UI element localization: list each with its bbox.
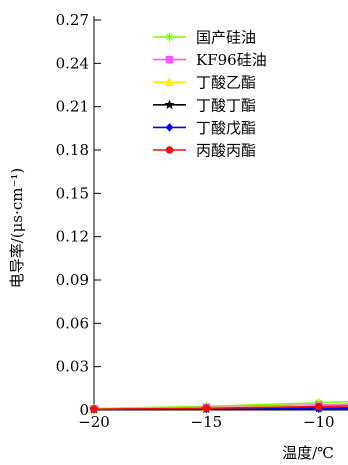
y-tick-label: 0.21: [56, 98, 89, 116]
legend-item: 国产硅油: [153, 29, 256, 47]
data-point: [90, 405, 98, 413]
marker-diamond: [165, 123, 174, 132]
legend-item: 丁酸乙酯: [153, 74, 256, 92]
y-tick-label: 0.09: [56, 271, 89, 289]
y-tick-label: 0.18: [56, 141, 89, 159]
legend-label: 丁酸乙酯: [196, 74, 256, 92]
legend-marker: [164, 77, 175, 86]
y-tick-label: 0: [79, 401, 89, 419]
marker-circle: [90, 405, 98, 413]
series-line: [93, 405, 348, 410]
legend-label: 丙酸丙酯: [196, 142, 256, 160]
series-layer: [88, 398, 348, 414]
legend-item: 丁酸丁酯: [153, 96, 256, 114]
y-tick-label: 0.12: [56, 228, 89, 246]
axes: 0 0.03 0.06 0.09 0.12 0.15 0.18 0.21 0.24 0.27 −20…: [56, 11, 348, 431]
data-point: [314, 402, 323, 411]
legend-item: 丙酸丙酯: [153, 142, 256, 160]
legend-marker: [165, 32, 174, 42]
series-6: [90, 402, 348, 413]
data-point: [202, 404, 211, 413]
legend-label: 丁酸丁酯: [196, 96, 256, 114]
marker-star: [164, 99, 175, 110]
y-tick-label: 0.06: [56, 314, 89, 332]
x-tick-label: −10: [303, 413, 335, 431]
legend-label: KF96硅油: [196, 51, 267, 69]
marker-triangle: [164, 77, 175, 86]
marker-square: [165, 55, 174, 64]
y-axis-label: 电导率/(μs·cm⁻¹): [8, 168, 26, 289]
legend-marker: [165, 55, 174, 64]
legend-item: 丁酸戊酯: [153, 119, 256, 137]
legend-marker: [164, 99, 175, 110]
y-tick-label: 0.15: [56, 184, 89, 202]
marker-circle: [202, 404, 211, 413]
marker-asterisk-stroke: [166, 33, 173, 41]
x-tick-label: −20: [78, 413, 110, 431]
y-tick-label: 0.03: [56, 358, 89, 376]
legend-label: 丁酸戊酯: [196, 119, 256, 137]
x-tick-label: −15: [191, 413, 223, 431]
marker-circle: [314, 402, 323, 411]
x-axis-label: 温度/℃: [282, 444, 334, 461]
legend-marker: [165, 146, 174, 154]
legend-label: 国产硅油: [196, 29, 256, 47]
legend-marker: [165, 123, 174, 132]
y-tick-label: 0.27: [56, 11, 89, 29]
y-tick-label: 0.24: [56, 54, 89, 72]
marker-circle: [165, 146, 174, 154]
legend-item: KF96硅油: [153, 51, 267, 69]
